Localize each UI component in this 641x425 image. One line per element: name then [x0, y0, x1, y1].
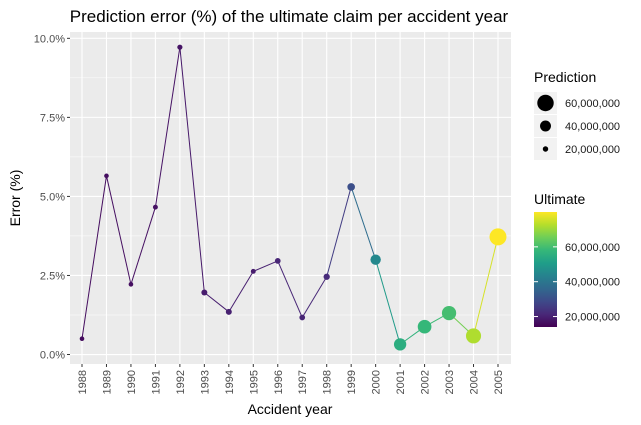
- color-bar: [534, 212, 557, 327]
- line-segment-1989-1990: [105, 175, 132, 285]
- line-segment-1995-1996: [253, 260, 278, 272]
- color-legend-label: 20,000,000: [565, 312, 620, 324]
- x-tick-label: 2000: [371, 370, 383, 394]
- major-gridlines: [70, 32, 511, 364]
- x-tick-label: 1992: [175, 370, 187, 394]
- chart-title: Prediction error (%) of the ultimate cla…: [70, 7, 509, 26]
- x-tick-label: 1991: [150, 370, 162, 394]
- point-2001: [393, 338, 407, 351]
- color-legend: Ultimate 60,000,000 40,000,000 20,000,000: [534, 191, 620, 327]
- color-legend-label: 40,000,000: [565, 277, 620, 289]
- line-segment-1992-1993: [179, 47, 205, 293]
- point-2004: [465, 328, 482, 344]
- point-1990: [128, 282, 134, 287]
- x-tick-label: 2002: [420, 370, 432, 394]
- point-1991: [152, 204, 158, 210]
- y-axis-title: Error (%): [7, 170, 23, 227]
- point-1999: [347, 183, 356, 191]
- x-tick-label: 1994: [224, 370, 236, 394]
- x-tick-label: 1997: [297, 370, 309, 394]
- x-tick-label: 2005: [493, 370, 505, 394]
- x-tick-label: 1988: [77, 370, 89, 394]
- size-legend-label: 20,000,000: [565, 144, 620, 156]
- x-tick-label: 1996: [273, 370, 285, 394]
- point-2000: [370, 254, 381, 265]
- x-axis-ticks: 1988 1989 1990 1991 1992 1993 1994 1995 1996 1997…: [77, 364, 505, 394]
- x-tick-label: 2003: [444, 370, 456, 394]
- line-segment-1991-1992: [154, 47, 181, 208]
- y-tick-label: 2.5%: [40, 270, 65, 282]
- size-legend-label: 40,000,000: [565, 121, 620, 133]
- data-points: [79, 44, 507, 351]
- x-tick-label: 1995: [248, 370, 260, 394]
- x-tick-label: 1998: [322, 370, 334, 394]
- color-legend-title: Ultimate: [534, 191, 586, 207]
- line-segment-1988-1989: [81, 175, 107, 339]
- x-tick-label: 2004: [469, 370, 481, 394]
- point-1996: [274, 258, 281, 264]
- size-legend-title: Prediction: [534, 69, 596, 85]
- x-tick-label: 1999: [346, 370, 358, 394]
- point-1997: [299, 314, 306, 321]
- point-1989: [104, 173, 109, 179]
- size-legend-dot: [542, 146, 549, 152]
- line-segment-2004-2005: [473, 236, 499, 336]
- size-legend-dot: [540, 120, 551, 132]
- point-1988: [79, 336, 85, 342]
- y-tick-label: 5.0%: [40, 191, 65, 203]
- line-segment-1996-1997: [277, 260, 303, 318]
- x-axis-title: Accident year: [248, 401, 333, 417]
- point-2005: [489, 228, 507, 246]
- point-1995: [250, 268, 256, 274]
- line-segment-1998-1999: [326, 186, 352, 277]
- minor-gridlines: [70, 77, 511, 316]
- line-segment-1990-1991: [130, 207, 156, 285]
- y-tick-label: 10.0%: [34, 33, 65, 45]
- point-2003: [441, 305, 457, 321]
- point-2002: [417, 319, 432, 334]
- x-tick-label: 2001: [395, 370, 407, 394]
- point-1992: [177, 44, 183, 50]
- line-segment-1994-1995: [228, 271, 254, 313]
- size-legend-label: 60,000,000: [565, 98, 620, 110]
- size-legend: Prediction 60,000,000 40,000,000 20,000,00…: [534, 69, 620, 160]
- point-1993: [201, 289, 208, 296]
- line-segment-1993-1994: [204, 292, 230, 313]
- x-tick-label: 1989: [101, 370, 113, 394]
- point-1994: [225, 308, 232, 315]
- y-tick-label: 0.0%: [40, 350, 65, 362]
- line-segment-1999-2000: [350, 186, 377, 260]
- line-segment-1997-1998: [301, 276, 328, 318]
- y-axis-ticks: 0.0% 2.5% 5.0% 7.5% 10.0%: [34, 33, 70, 362]
- x-tick-label: 1993: [199, 370, 211, 394]
- x-tick-label: 1990: [126, 370, 138, 394]
- color-legend-label: 60,000,000: [565, 242, 620, 254]
- plot-panel: [70, 32, 511, 364]
- y-tick-label: 7.5%: [40, 112, 65, 124]
- size-legend-dot: [537, 94, 554, 112]
- point-1998: [323, 273, 330, 280]
- line-segment-2000-2001: [375, 259, 401, 345]
